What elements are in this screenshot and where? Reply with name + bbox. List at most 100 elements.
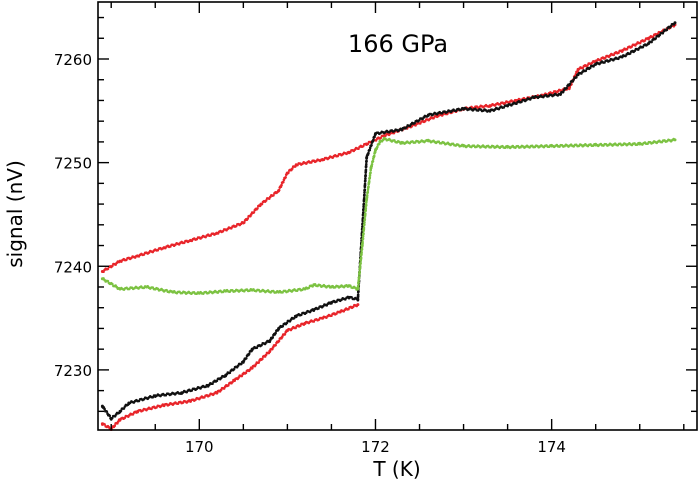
- series-1-dot: [413, 121, 416, 125]
- series-0-dot: [106, 267, 110, 271]
- series-1-dot: [363, 191, 366, 194]
- series-2-dot: [240, 374, 244, 378]
- series-3-point: [303, 287, 307, 291]
- series-1-dot: [244, 356, 248, 360]
- series-1-dot: [584, 69, 588, 73]
- axis-ticks: 170 172 174 7230 7240 7250 7260: [54, 2, 697, 456]
- series-0-point: [647, 36, 651, 40]
- series-1-dot: [122, 407, 126, 410]
- series-3-point: [462, 144, 466, 148]
- series-1-dot: [371, 138, 375, 142]
- series-1-point: [241, 360, 245, 364]
- series-3-dot: [367, 179, 371, 183]
- series-3-dot: [363, 220, 366, 224]
- series-2-dot: [261, 357, 264, 361]
- series-0-dot: [246, 217, 250, 220]
- series-2-point: [268, 349, 272, 353]
- series-1-point: [277, 326, 281, 330]
- x-axis-label: T (K): [372, 457, 420, 481]
- series-0-point: [488, 104, 492, 108]
- series-0-dot: [586, 64, 589, 67]
- series-2-point: [215, 391, 219, 395]
- series-3-dot: [361, 240, 364, 244]
- series-3-dot: [364, 206, 368, 210]
- series-1-point: [594, 62, 598, 66]
- series-1-dot: [561, 90, 565, 94]
- y-tick-label: 7240: [54, 258, 92, 276]
- series-3-dot: [368, 174, 372, 177]
- series-2-point: [338, 310, 342, 314]
- series-1-dot: [362, 207, 365, 211]
- series-1-dot: [654, 37, 657, 40]
- series-3-dot: [357, 278, 361, 282]
- series-1-point: [127, 401, 131, 405]
- series-2-dot: [113, 424, 117, 428]
- series-1-dot: [575, 76, 578, 79]
- series-0-point: [215, 231, 219, 235]
- series-1-dot: [364, 173, 367, 177]
- series-1-dot: [361, 216, 365, 220]
- series-3-point: [360, 244, 364, 248]
- series-3-point: [250, 288, 254, 292]
- series-3-dot: [358, 266, 362, 270]
- series-1-point: [400, 127, 404, 131]
- series-1-point: [329, 301, 333, 305]
- series-1-dot: [103, 407, 106, 411]
- series-0-dot: [290, 167, 294, 170]
- series-3-dot: [362, 226, 366, 230]
- series-2-dot: [277, 339, 281, 343]
- series-1-dot: [588, 66, 592, 70]
- series-0-point: [294, 163, 298, 167]
- series-1-dot: [650, 40, 653, 44]
- series-1-dot: [232, 367, 236, 371]
- series-3-dot: [357, 280, 360, 284]
- series-1-point: [647, 41, 651, 45]
- series-2-point: [100, 422, 104, 426]
- series-3-dot: [360, 252, 363, 256]
- series-1-point: [294, 314, 298, 318]
- series-0-point: [136, 254, 140, 258]
- series-3-point: [118, 287, 122, 291]
- series-1-dot: [669, 25, 673, 28]
- series-2-dot: [103, 423, 106, 426]
- chart-annotation: 166 GPa: [348, 30, 448, 58]
- series-1-dot: [247, 352, 251, 356]
- series-1-point: [347, 295, 351, 299]
- series-1-dot: [271, 336, 275, 339]
- series-0-dot: [379, 136, 383, 140]
- series-3-dot: [356, 284, 360, 287]
- series-3-dot: [367, 185, 370, 189]
- series-3-dot: [370, 163, 374, 166]
- series-1-point: [373, 132, 377, 136]
- series-1-point: [532, 95, 536, 99]
- series-3-point: [277, 290, 281, 294]
- series-0-point: [576, 67, 580, 71]
- series-2-dot: [274, 343, 277, 347]
- series-1-dot: [628, 52, 632, 55]
- series-1-point: [224, 373, 228, 377]
- series-2-point: [250, 366, 254, 370]
- series-0-dot: [264, 199, 268, 202]
- series-3-point: [378, 140, 382, 144]
- series-1-dot: [228, 371, 232, 375]
- series-1-point: [620, 55, 624, 59]
- series-2-point: [233, 378, 237, 382]
- series-2-dot: [264, 353, 268, 357]
- series-1-point: [118, 409, 122, 413]
- series-2-point: [162, 403, 166, 407]
- series-3-dot: [364, 208, 367, 212]
- series-1-point: [365, 155, 369, 159]
- series-1-point: [109, 417, 113, 421]
- series-3-point: [144, 285, 148, 289]
- series-3-point: [506, 145, 510, 149]
- series-0-dot: [581, 66, 585, 70]
- series-1-dot: [364, 164, 368, 168]
- series-3-dot: [358, 270, 361, 273]
- series-3-dot: [362, 232, 365, 235]
- series-3-dot: [361, 237, 365, 240]
- series-2-point: [285, 329, 289, 333]
- series-2-dot: [281, 335, 284, 338]
- series-1-dot: [255, 346, 259, 350]
- series-1-dot: [363, 193, 366, 197]
